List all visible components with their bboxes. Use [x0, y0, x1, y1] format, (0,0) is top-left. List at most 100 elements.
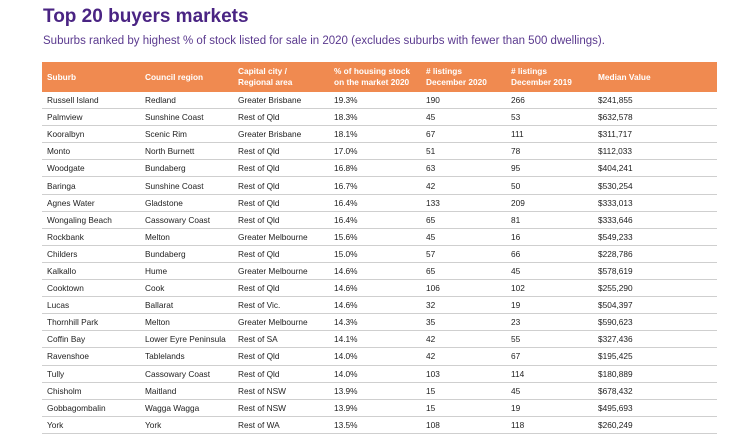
table-cell: Kalkallo — [42, 262, 140, 281]
table-cell: Rest of Qld — [233, 159, 329, 178]
table-cell: 14.6% — [329, 279, 421, 298]
table-cell: 67 — [421, 125, 506, 144]
table-cell: Monto — [42, 142, 140, 161]
table-cell: $195,425 — [593, 347, 717, 366]
table-cell: 42 — [421, 347, 506, 366]
table-cell: 95 — [506, 159, 593, 178]
table-cell: Rest of SA — [233, 330, 329, 349]
table-cell: Redland — [140, 92, 233, 110]
table-cell: 65 — [421, 211, 506, 229]
table-cell: 133 — [421, 194, 506, 212]
table-cell: Chisholm — [42, 382, 140, 400]
table-cell: 15 — [421, 382, 506, 400]
table-cell: 15 — [421, 399, 506, 417]
table-cell: $678,432 — [593, 382, 717, 400]
table-cell: Cook — [140, 279, 233, 298]
header-line: Regional area — [238, 77, 293, 87]
table-cell: Rest of Qld — [233, 194, 329, 212]
table-cell: Bundaberg — [140, 245, 233, 263]
column-header: # listings December 2020 — [421, 62, 506, 92]
table-row: Chisholm Maitland Rest of NSW 13.9% 15 45 $678… — [42, 382, 717, 400]
column-header: Suburb — [42, 62, 140, 92]
header-line: # listings — [426, 66, 462, 76]
table-cell: $333,013 — [593, 194, 717, 212]
table-cell: Tully — [42, 365, 140, 383]
table-cell: 19 — [506, 399, 593, 417]
table-cell: Rest of NSW — [233, 399, 329, 417]
table-cell: Ballarat — [140, 296, 233, 315]
table-cell: $112,033 — [593, 142, 717, 161]
header-line: December 2019 — [511, 77, 572, 87]
table-cell: Melton — [140, 313, 233, 332]
table-cell: 51 — [421, 142, 506, 161]
table-cell: 118 — [506, 416, 593, 434]
column-header: Median Value — [593, 62, 717, 92]
table-cell: 81 — [506, 211, 593, 229]
table-cell: Baringa — [42, 176, 140, 195]
table-cell: 57 — [421, 245, 506, 263]
table-cell: 14.6% — [329, 262, 421, 281]
table-cell: 18.1% — [329, 125, 421, 144]
table-cell: $504,397 — [593, 296, 717, 315]
table-cell: Scenic Rim — [140, 125, 233, 144]
table-cell: 42 — [421, 330, 506, 349]
table-row: Thornhill Park Melton Greater Melbourne 14.… — [42, 313, 717, 332]
table-row: Ravenshoe Tablelands Rest of Qld 14.0% 42 67 $… — [42, 347, 717, 366]
table-row: York York Rest of WA 13.5% 108 118 $260,249 — [42, 416, 717, 434]
table-cell: Rest of Qld — [233, 211, 329, 229]
table-cell: Wongaling Beach — [42, 211, 140, 229]
table-row: Gobbagombalin Wagga Wagga Rest of NSW 13.9%… — [42, 399, 717, 417]
table-cell: $590,623 — [593, 313, 717, 332]
table-row: Russell Island Redland Greater Brisbane 19.… — [42, 92, 717, 110]
table-cell: Tablelands — [140, 347, 233, 366]
table-cell: 14.0% — [329, 365, 421, 383]
table-cell: Greater Brisbane — [233, 125, 329, 144]
table-cell: 67 — [506, 347, 593, 366]
table-cell: York — [140, 416, 233, 434]
table-cell: $311,717 — [593, 125, 717, 144]
table-cell: Greater Melbourne — [233, 313, 329, 332]
column-header: # listings December 2019 — [506, 62, 593, 92]
table-cell: $549,233 — [593, 228, 717, 246]
table-row: Baringa Sunshine Coast Rest of Qld 16.7% 42 5… — [42, 176, 717, 195]
header-line: December 2020 — [426, 77, 487, 87]
table-cell: 13.9% — [329, 399, 421, 417]
table-cell: 17.0% — [329, 142, 421, 161]
header-row: Suburb Council region Capital city / Region… — [42, 62, 717, 92]
table-row: Childers Bundaberg Rest of Qld 15.0% 57 66 $22… — [42, 245, 717, 263]
table-cell: Greater Melbourne — [233, 228, 329, 246]
table-cell: $255,290 — [593, 279, 717, 298]
title: Top 20 buyers markets — [43, 6, 249, 27]
table-cell: 102 — [506, 279, 593, 298]
table-cell: $578,619 — [593, 262, 717, 281]
table-cell: 15.6% — [329, 228, 421, 246]
table-cell: Kooralbyn — [42, 125, 140, 144]
table-cell: 45 — [506, 262, 593, 281]
table-cell: Rest of NSW — [233, 382, 329, 400]
table-cell: 45 — [421, 228, 506, 246]
table-row: Wongaling Beach Cassowary Coast Rest of Ql… — [42, 211, 717, 229]
table-cell: Rest of WA — [233, 416, 329, 434]
table-cell: Thornhill Park — [42, 313, 140, 332]
table-cell: North Burnett — [140, 142, 233, 161]
table-cell: 13.9% — [329, 382, 421, 400]
table-cell: 32 — [421, 296, 506, 315]
table-cell: $180,889 — [593, 365, 717, 383]
table-cell: 45 — [506, 382, 593, 400]
table-row: Lucas Ballarat Rest of Vic. 14.6% 32 19 $504,3… — [42, 296, 717, 315]
table-cell: Bundaberg — [140, 159, 233, 178]
table-cell: Russell Island — [42, 92, 140, 110]
header-line: on the market 2020 — [334, 77, 410, 87]
header-line: % of housing stock — [334, 66, 411, 76]
table-cell: $333,646 — [593, 211, 717, 229]
table-cell: Woodgate — [42, 159, 140, 178]
table-cell: 14.0% — [329, 347, 421, 366]
table-cell: Gladstone — [140, 194, 233, 212]
column-header: Capital city / Regional area — [233, 62, 329, 92]
table-cell: 190 — [421, 92, 506, 110]
table-cell: 108 — [421, 416, 506, 434]
table-cell: 18.3% — [329, 108, 421, 127]
table-cell: Rest of Qld — [233, 279, 329, 298]
table-cell: Rest of Qld — [233, 365, 329, 383]
